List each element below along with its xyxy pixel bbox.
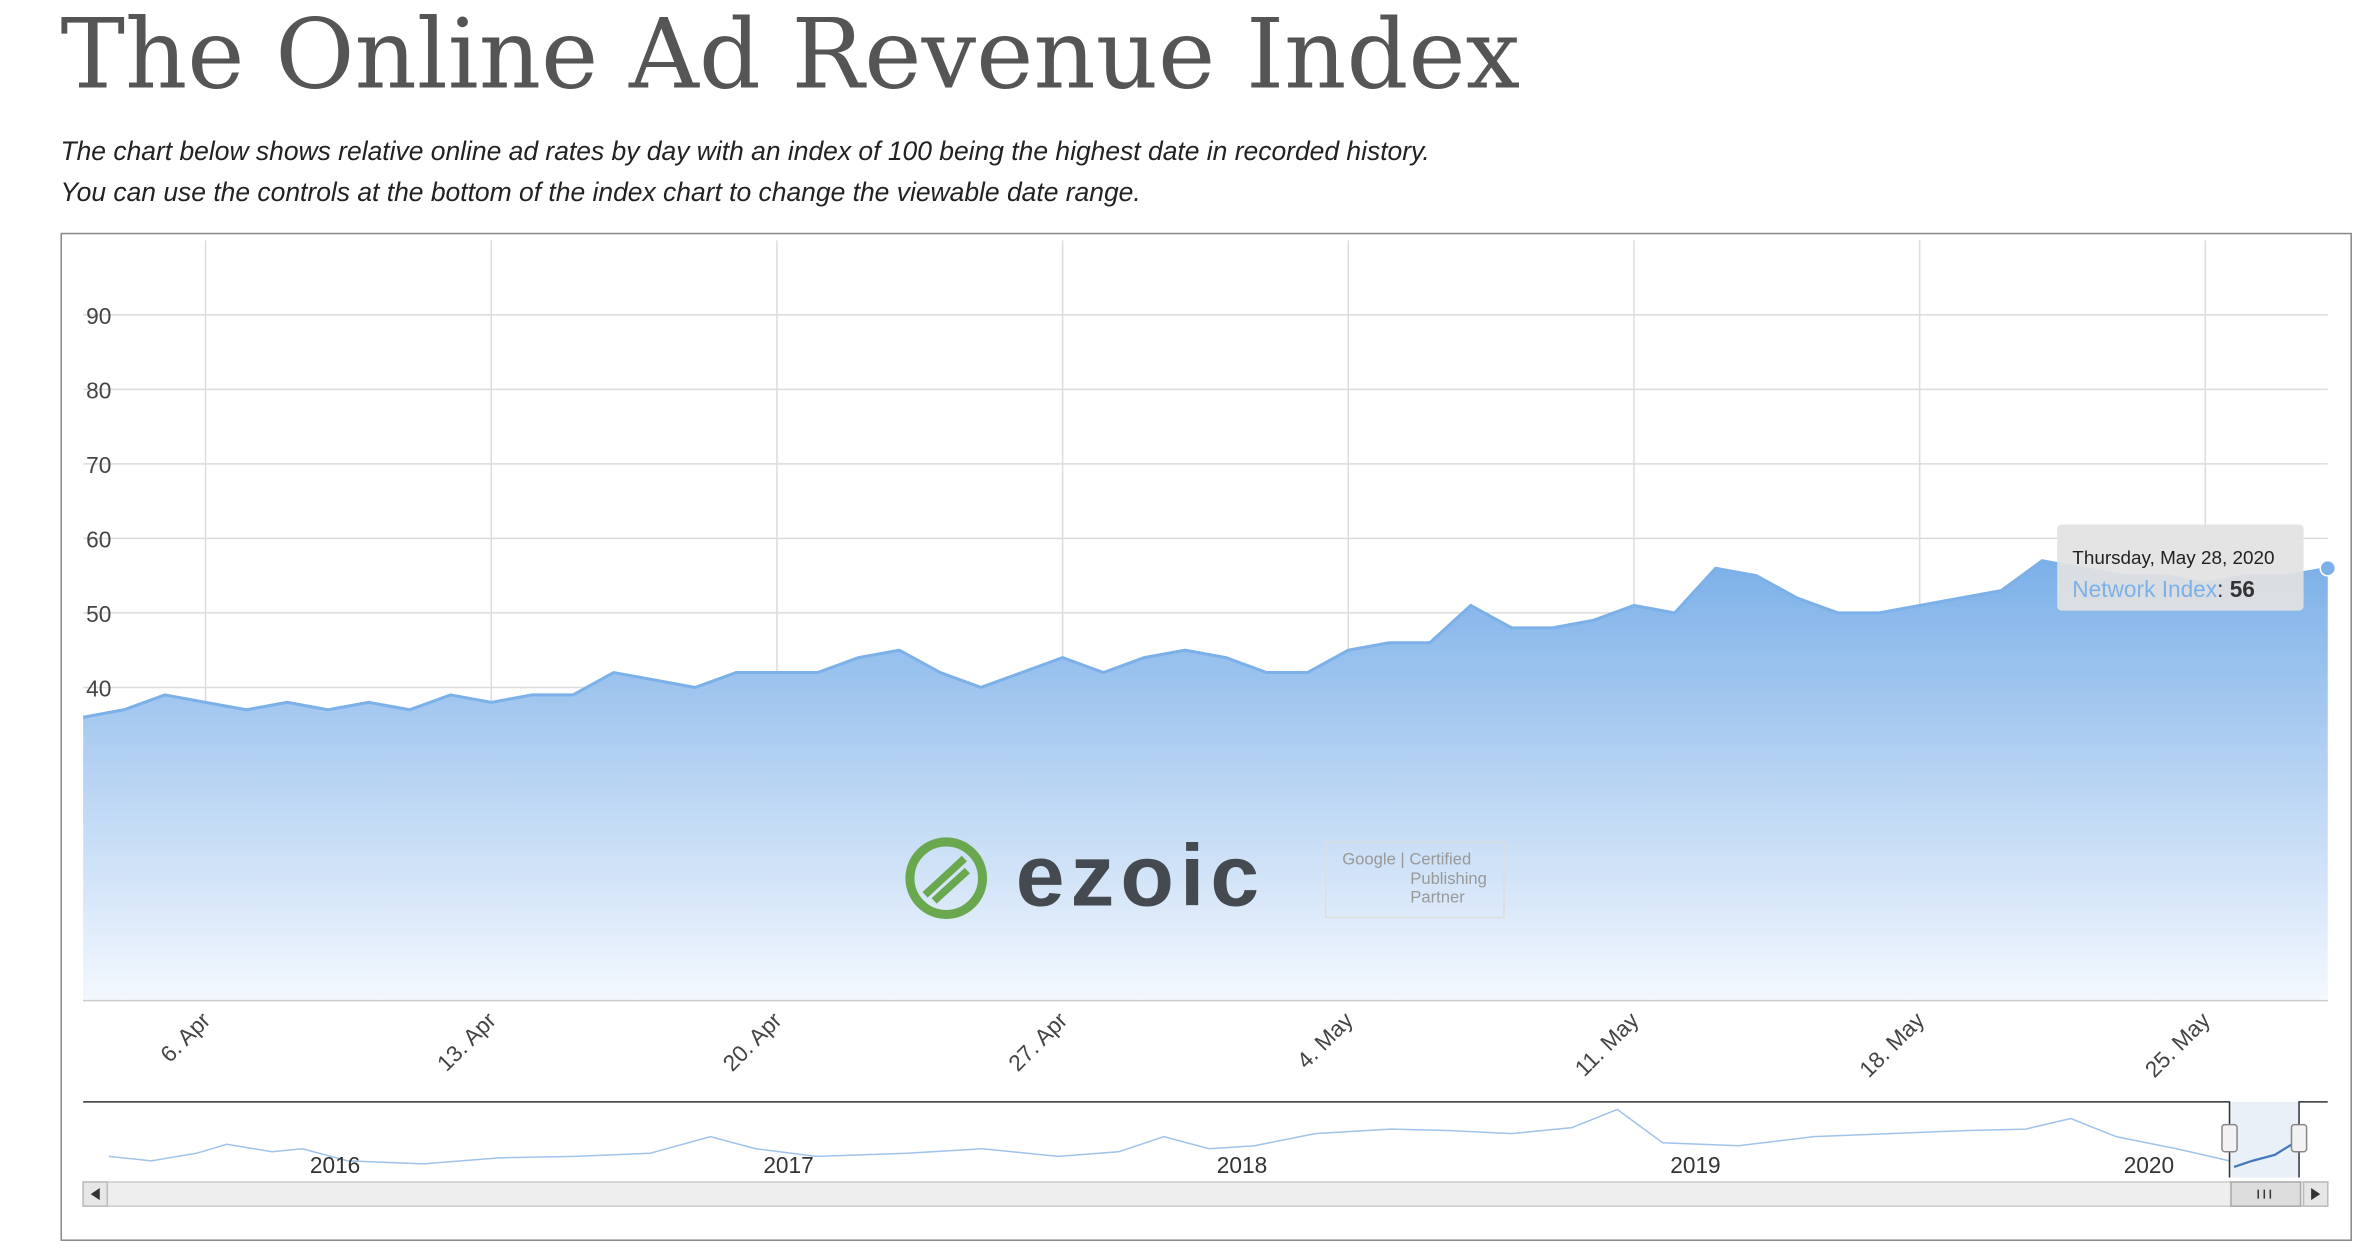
- line: [82, 559, 2329, 719]
- tooltip-box: [2057, 524, 2304, 611]
- tooltip-row: Network Index: 56: [2072, 576, 2255, 602]
- arrow-icon: [2311, 1188, 2321, 1201]
- subtitle: You can use the controls at the bottom o…: [60, 177, 1140, 207]
- badge-text: Publishing: [1410, 869, 1487, 888]
- navigator-label: 2016: [310, 1152, 360, 1178]
- tooltip: Thursday, May 28, 2020 Network Index: 56: [2057, 524, 2304, 611]
- navigator-series: [108, 1108, 2230, 1165]
- y-tick-label: 50: [86, 601, 111, 627]
- watermark: ezoic Google | Certified Publishing Part…: [905, 826, 1505, 924]
- tooltip-separator: :: [2217, 576, 2230, 602]
- navigator-selection: [2229, 1101, 2300, 1178]
- navigator-handle[interactable]: [2221, 1123, 2238, 1153]
- navigator-selected-series: [2233, 1141, 2296, 1168]
- scrollbar-thumb[interactable]: [2230, 1181, 2302, 1207]
- navigator-bg: [83, 1101, 2328, 1178]
- scrollbar-track[interactable]: [82, 1181, 2329, 1207]
- navigator-handle[interactable]: [2290, 1123, 2308, 1153]
- badge-frame: [1324, 841, 1505, 919]
- arrow-icon: [90, 1188, 100, 1201]
- navigator-label: 2018: [1217, 1152, 1267, 1178]
- subtitle: The chart below shows relative online ad…: [60, 136, 1429, 166]
- hover-point: [2319, 559, 2337, 577]
- y-tick-label: 70: [86, 452, 111, 478]
- y-tick-label: 40: [86, 676, 111, 702]
- navigator-label: 2017: [763, 1152, 813, 1178]
- y-tick-label: 90: [86, 303, 111, 329]
- logo-text: ezoic: [1016, 826, 1265, 924]
- y-tick-label: 60: [86, 526, 111, 552]
- area: [83, 560, 2328, 1001]
- tooltip-title: Thursday, May 28, 2020: [2072, 548, 2274, 569]
- navigator-label: 2019: [1670, 1152, 1720, 1178]
- badge-text: Partner: [1410, 887, 1465, 906]
- logo-icon: [905, 837, 988, 920]
- tooltip-series: Network Index: [2072, 576, 2217, 602]
- navigator[interactable]: 2016 2017 2018 2019 2020: [82, 1101, 2329, 1207]
- grip-icon: [2257, 1189, 2272, 1199]
- y-tick-label: 80: [86, 377, 111, 403]
- page-title: The Online Ad Revenue Index: [60, 0, 1520, 111]
- navigator-label: 2020: [2124, 1152, 2174, 1178]
- tooltip-value: 56: [2230, 576, 2255, 602]
- logo-icon: [922, 855, 970, 904]
- badge-text: Google | Certified: [1342, 850, 1471, 869]
